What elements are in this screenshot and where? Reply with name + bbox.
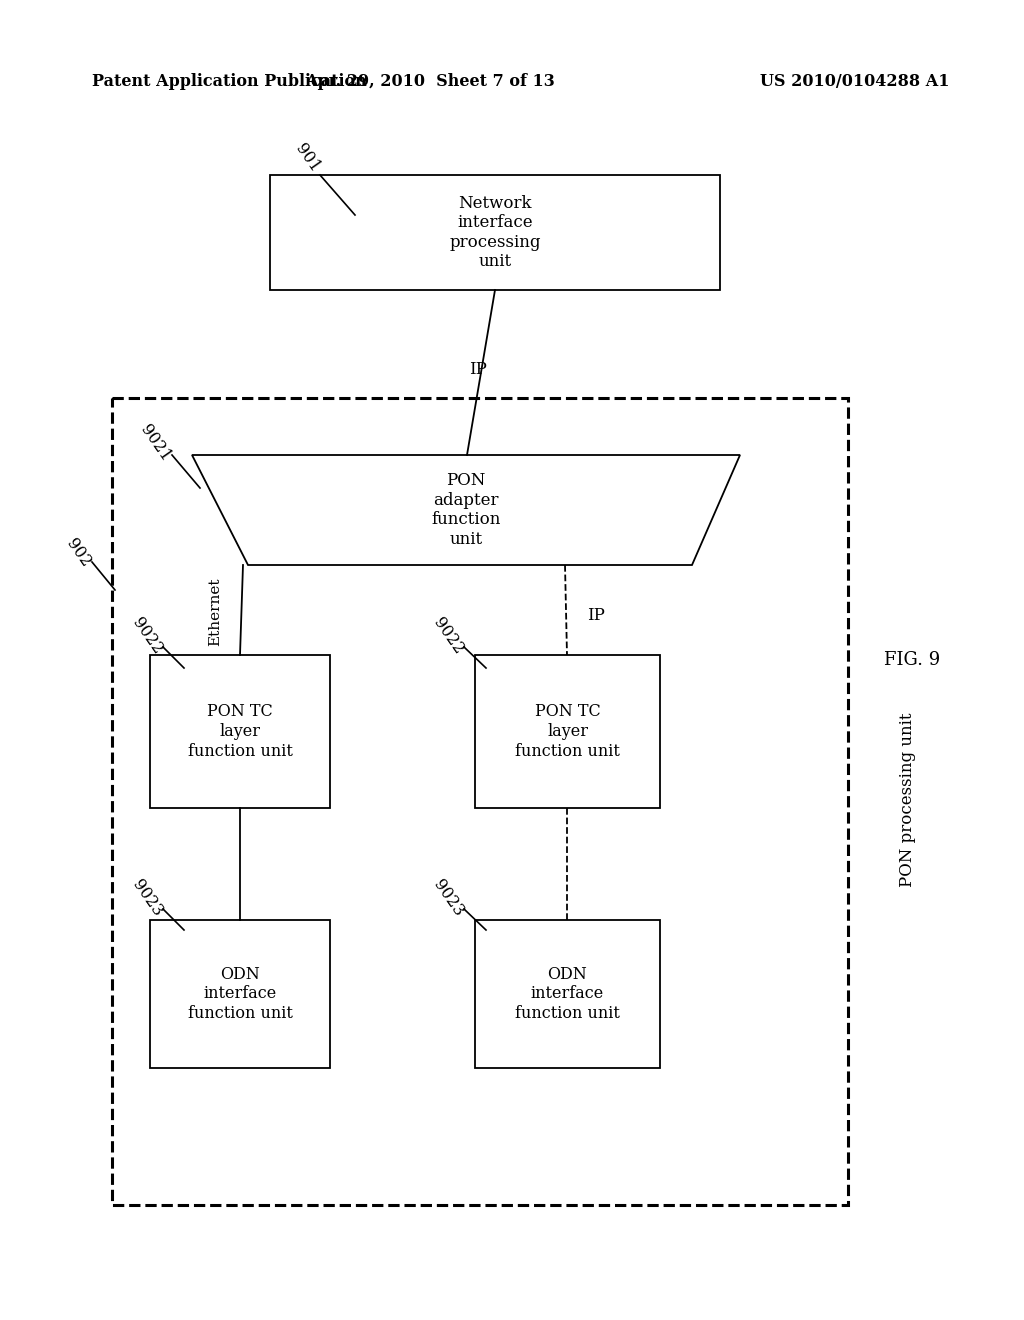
Text: Ethernet: Ethernet: [208, 578, 222, 647]
Bar: [112, 399, 848, 1205]
Polygon shape: [193, 455, 740, 565]
Text: FIG. 9: FIG. 9: [884, 651, 940, 669]
Text: 9022: 9022: [128, 615, 166, 657]
Text: IP: IP: [587, 606, 605, 623]
Bar: [270, 176, 720, 290]
Text: 901: 901: [291, 141, 323, 176]
Bar: [150, 655, 330, 808]
Text: PON
adapter
function
unit: PON adapter function unit: [431, 473, 501, 548]
Text: 9023: 9023: [128, 876, 166, 920]
Text: 9021: 9021: [136, 421, 174, 465]
Text: ODN
interface
function unit: ODN interface function unit: [515, 966, 620, 1022]
Text: IP: IP: [469, 362, 487, 379]
Text: 9023: 9023: [429, 876, 467, 920]
Text: Network
interface
processing
unit: Network interface processing unit: [450, 194, 541, 271]
Text: 9022: 9022: [429, 615, 467, 657]
Text: 902: 902: [62, 536, 94, 570]
Bar: [150, 920, 330, 1068]
Text: PON TC
layer
function unit: PON TC layer function unit: [515, 704, 620, 759]
Text: PON TC
layer
function unit: PON TC layer function unit: [187, 704, 293, 759]
Text: ODN
interface
function unit: ODN interface function unit: [187, 966, 293, 1022]
Text: PON processing unit: PON processing unit: [899, 713, 916, 887]
Bar: [475, 920, 660, 1068]
Text: Apr. 29, 2010  Sheet 7 of 13: Apr. 29, 2010 Sheet 7 of 13: [305, 74, 555, 91]
Text: Patent Application Publication: Patent Application Publication: [92, 74, 367, 91]
Bar: [475, 655, 660, 808]
Text: US 2010/0104288 A1: US 2010/0104288 A1: [761, 74, 950, 91]
